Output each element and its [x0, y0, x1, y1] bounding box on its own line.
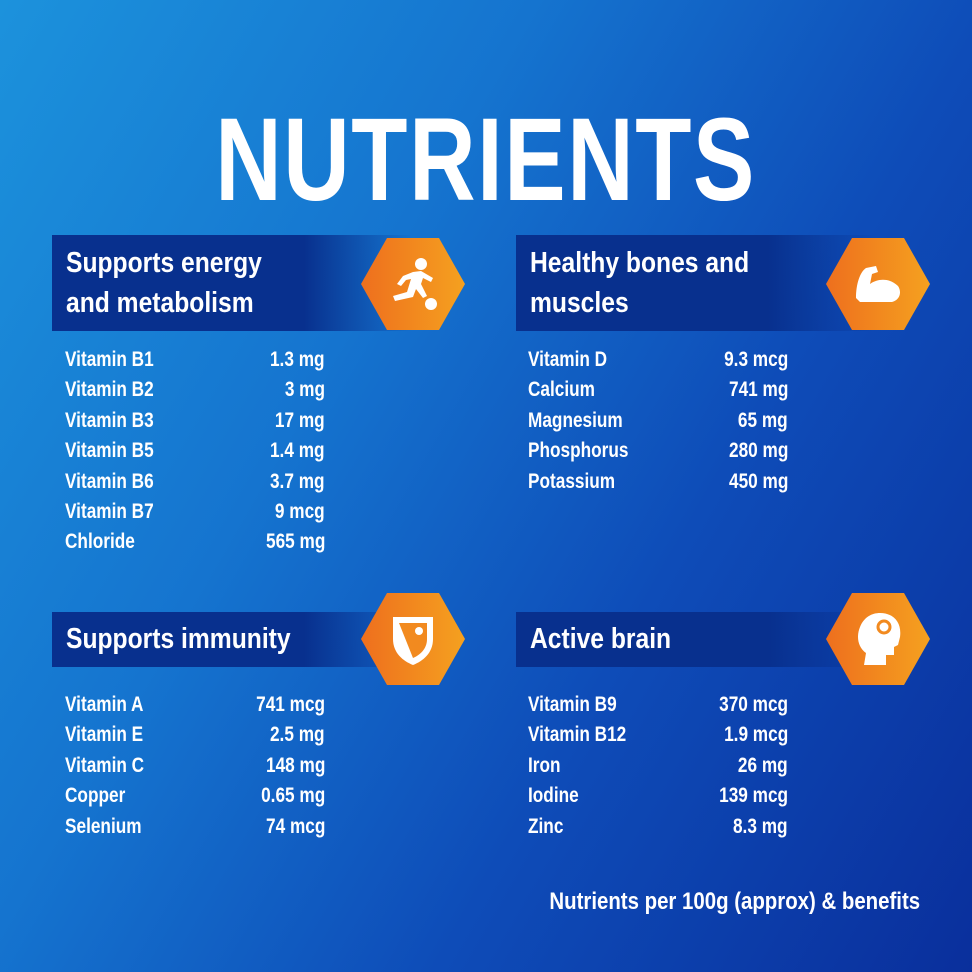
- nutrient-row: Vitamin B9 370 mcg: [528, 693, 788, 723]
- nutrient-value: 1.9 mcg: [723, 723, 788, 747]
- nutrient-value: 8.3 mg: [733, 814, 788, 838]
- section-heading: Supports energy: [66, 247, 262, 279]
- nutrient-name: Vitamin B3: [65, 408, 154, 432]
- nutrient-name: Copper: [65, 784, 126, 808]
- nutrient-value: 741 mcg: [256, 693, 325, 716]
- nutrient-row: Zinc 8.3 mg: [528, 815, 788, 845]
- nutrient-value: 3 mg: [284, 378, 325, 402]
- running-soccer-icon: [361, 238, 465, 330]
- nutrient-row: Vitamin B2 3 mg: [65, 378, 325, 408]
- nutrient-row: Phosphorus 280 mg: [528, 439, 788, 469]
- nutrient-name: Iodine: [528, 784, 579, 808]
- nutrient-value: 370 mcg: [719, 693, 788, 716]
- nutrient-row: Vitamin B6 3.7 mg: [65, 470, 325, 500]
- section-banner-bones: Healthy bones and muscles: [516, 235, 876, 331]
- nutrient-value: 139 mcg: [719, 784, 788, 808]
- nutrient-row: Iron 26 mg: [528, 754, 788, 784]
- nutrient-name: Calcium: [528, 378, 595, 402]
- nutrient-value: 148 mg: [265, 753, 325, 777]
- nutrient-row: Vitamin B7 9 mcg: [65, 500, 325, 530]
- nutrient-name: Selenium: [65, 814, 142, 838]
- nutrient-list-energy: Vitamin B1 1.3 mg Vitamin B2 3 mg Vitamin …: [65, 348, 325, 561]
- nutrient-value: 0.65 mg: [260, 784, 325, 808]
- nutrient-name: Zinc: [528, 814, 564, 838]
- head-gear-icon: [826, 593, 930, 685]
- nutrient-name: Vitamin B2: [65, 378, 154, 402]
- nutrient-value: 26 mg: [738, 753, 788, 777]
- nutrient-row: Vitamin B3 17 mg: [65, 409, 325, 439]
- nutrient-value: 1.3 mg: [270, 348, 325, 371]
- nutrient-name: Vitamin B7: [65, 499, 154, 523]
- nutrient-name: Potassium: [528, 469, 616, 493]
- nutrient-name: Vitamin B9: [528, 693, 617, 716]
- nutrient-row: Vitamin E 2.5 mg: [65, 723, 325, 753]
- nutrient-row: Selenium 74 mcg: [65, 815, 325, 845]
- nutrient-value: 280 mg: [728, 439, 788, 463]
- nutrient-row: Vitamin B1 1.3 mg: [65, 348, 325, 378]
- nutrient-row: Iodine 139 mcg: [528, 784, 788, 814]
- nutrient-value: 17 mg: [275, 408, 325, 432]
- section-banner-immunity: Supports immunity: [52, 612, 412, 667]
- section-heading: and metabolism: [66, 287, 254, 319]
- nutrient-name: Magnesium: [528, 408, 623, 432]
- section-heading: Healthy bones and: [530, 247, 750, 279]
- nutrient-name: Vitamin C: [65, 753, 145, 777]
- nutrient-value: 9.3 mcg: [723, 348, 788, 371]
- section-banner-energy: Supports energy and metabolism: [52, 235, 412, 331]
- nutrient-row: Vitamin B5 1.4 mg: [65, 439, 325, 469]
- nutrient-name: Vitamin B5: [65, 439, 154, 463]
- nutrient-name: Vitamin E: [65, 723, 144, 747]
- shield-virus-icon: [361, 593, 465, 685]
- section-heading: Active brain: [530, 623, 672, 655]
- nutrient-name: Phosphorus: [528, 439, 629, 463]
- nutrient-list-bones: Vitamin D 9.3 mcg Calcium 741 mg Magnesium…: [528, 348, 788, 500]
- nutrient-value: 9 mcg: [275, 499, 325, 523]
- nutrient-list-brain: Vitamin B9 370 mcg Vitamin B12 1.9 mcg Iro…: [528, 693, 788, 845]
- nutrient-value: 3.7 mg: [270, 469, 325, 493]
- nutrient-row: Vitamin A 741 mcg: [65, 693, 325, 723]
- nutrient-value: 2.5 mg: [270, 723, 325, 747]
- nutrient-value: 741 mg: [728, 378, 788, 402]
- nutrient-value: 565 mg: [265, 530, 325, 554]
- nutrient-row: Magnesium 65 mg: [528, 409, 788, 439]
- nutrient-row: Potassium 450 mg: [528, 470, 788, 500]
- section-banner-brain: Active brain: [516, 612, 876, 667]
- section-heading: muscles: [530, 287, 629, 319]
- nutrient-row: Vitamin B12 1.9 mcg: [528, 723, 788, 753]
- nutrient-name: Vitamin B12: [528, 723, 627, 747]
- nutrient-row: Vitamin D 9.3 mcg: [528, 348, 788, 378]
- nutrient-name: Vitamin A: [65, 693, 144, 716]
- nutrient-name: Iron: [528, 753, 561, 777]
- nutrient-value: 1.4 mg: [270, 439, 325, 463]
- nutrient-value: 450 mg: [728, 469, 788, 493]
- nutrient-name: Vitamin B6: [65, 469, 154, 493]
- section-heading: Supports immunity: [66, 623, 291, 655]
- nutrient-name: Vitamin D: [528, 348, 608, 371]
- nutrient-row: Copper 0.65 mg: [65, 784, 325, 814]
- nutrient-row: Chloride 565 mg: [65, 530, 325, 560]
- nutrient-value: 65 mg: [738, 408, 788, 432]
- footer-note: Nutrients per 100g (approx) & benefits: [549, 888, 920, 915]
- nutrient-row: Calcium 741 mg: [528, 378, 788, 408]
- nutrient-value: 74 mcg: [265, 814, 325, 838]
- nutrient-name: Chloride: [65, 530, 135, 554]
- page-title: NUTRIENTS: [215, 94, 757, 226]
- nutrient-row: Vitamin C 148 mg: [65, 754, 325, 784]
- nutrient-name: Vitamin B1: [65, 348, 154, 371]
- nutrient-list-immunity: Vitamin A 741 mcg Vitamin E 2.5 mg Vitamin…: [65, 693, 325, 845]
